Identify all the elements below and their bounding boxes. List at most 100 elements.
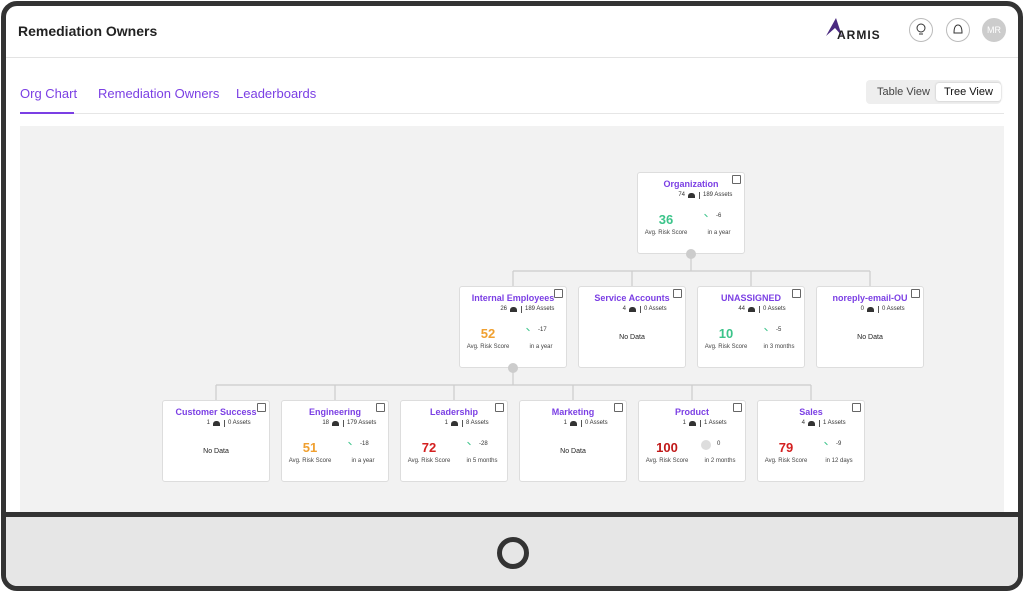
node-name: Internal Employees: [471, 293, 555, 303]
change-period: in a year: [351, 458, 375, 464]
user-icon: [570, 421, 577, 426]
org-node[interactable]: Leadership 1 8 Assets 72 Avg. Risk Score -28 i…: [400, 400, 508, 482]
view-option[interactable]: Tree View: [936, 83, 1001, 101]
asset-count: 1 Assets: [704, 420, 727, 426]
org-node[interactable]: UNASSIGNED 44 0 Assets 10 Avg. Risk Score -5 i…: [697, 286, 805, 368]
user-count: 0: [860, 306, 864, 312]
user-icon: [451, 421, 458, 426]
score-label: Avg. Risk Score: [466, 344, 510, 350]
asset-count: 0 Assets: [882, 306, 905, 312]
asset-count: 0 Assets: [644, 306, 667, 312]
user-icon: [867, 307, 874, 312]
user-icon: [629, 307, 636, 312]
change-period: in 12 days: [825, 458, 853, 464]
risk-score: 36: [658, 212, 674, 227]
user-count: 1: [682, 420, 686, 426]
trend-flat: [701, 440, 711, 450]
asset-count: 0 Assets: [763, 306, 786, 312]
score-label: Avg. Risk Score: [704, 344, 748, 350]
asset-count: 0 Assets: [228, 420, 251, 426]
org-node[interactable]: Marketing 1 0 Assets No Data: [519, 400, 627, 482]
sep: [878, 306, 879, 313]
view-option[interactable]: Table View: [877, 86, 930, 98]
user-icon: [689, 421, 696, 426]
tab[interactable]: Remediation Owners: [98, 86, 220, 101]
org-node[interactable]: Customer Success 1 0 Assets No Data: [162, 400, 270, 482]
score-label: Avg. Risk Score: [645, 458, 689, 464]
connectors: [215, 254, 871, 400]
sep: [343, 420, 344, 427]
open-icon: [852, 403, 861, 412]
score-label: Avg. Risk Score: [644, 230, 688, 236]
asset-count: 189 Assets: [703, 192, 733, 198]
no-data: No Data: [203, 448, 229, 455]
risk-change: -28: [479, 441, 488, 447]
asset-count: 0 Assets: [585, 420, 608, 426]
node-name: Organization: [663, 179, 719, 189]
trend-down: [704, 213, 708, 218]
sep: [759, 306, 760, 313]
risk-score: 79: [778, 440, 794, 455]
tab[interactable]: Org Chart: [20, 86, 78, 101]
change-period: in 5 months: [466, 458, 498, 464]
sep: [224, 420, 225, 427]
notifications-button[interactable]: [946, 18, 970, 42]
node-name: Marketing: [551, 407, 595, 417]
risk-score: 10: [718, 326, 734, 341]
user-count: 1: [206, 420, 210, 426]
node-name: Leadership: [429, 407, 478, 417]
org-node[interactable]: Product 1 1 Assets 100 Avg. Risk Score 0 in 2 …: [638, 400, 746, 482]
no-data: No Data: [619, 334, 645, 341]
sep: [700, 420, 701, 427]
asset-count: 1 Assets: [823, 420, 846, 426]
user-count: 74: [678, 192, 685, 198]
asset-count: 8 Assets: [466, 420, 489, 426]
tab[interactable]: Leaderboards: [236, 86, 317, 101]
risk-change: -5: [776, 327, 782, 333]
org-node[interactable]: Organization 74 189 Assets 36 Avg. Risk Scor…: [637, 172, 745, 254]
user-icon: [213, 421, 220, 426]
open-icon: [554, 289, 563, 298]
idea-button[interactable]: [909, 18, 933, 42]
user-count: 18: [322, 420, 329, 426]
open-icon: [257, 403, 266, 412]
header: Remediation Owners ARMIS MR: [6, 6, 1018, 58]
user-count: 44: [738, 306, 745, 312]
org-node[interactable]: Service Accounts 4 0 Assets No Data: [578, 286, 686, 368]
collapse-button[interactable]: [686, 249, 696, 259]
risk-change: -18: [360, 441, 369, 447]
open-icon: [911, 289, 920, 298]
sep: [699, 192, 700, 199]
org-node[interactable]: Engineering 18 179 Assets 51 Avg. Risk Score…: [281, 400, 389, 482]
collapse-button[interactable]: [508, 363, 518, 373]
node-name: noreply-email-OU: [832, 293, 908, 303]
open-icon: [792, 289, 801, 298]
risk-change: -9: [836, 441, 842, 447]
org-node[interactable]: Internal Employees 26 189 Assets 52 Avg. Ris…: [459, 286, 567, 368]
risk-score: 52: [480, 326, 496, 341]
avatar[interactable]: MR: [982, 18, 1006, 42]
node-name: Product: [674, 407, 709, 417]
change-period: in a year: [707, 230, 731, 236]
power-button[interactable]: [497, 537, 529, 569]
change-period: in 2 months: [704, 458, 736, 464]
no-data: No Data: [560, 448, 586, 455]
risk-score: 100: [656, 440, 678, 455]
open-icon: [495, 403, 504, 412]
logo: ARMIS: [837, 28, 881, 42]
asset-count: 179 Assets: [347, 420, 377, 426]
open-icon: [733, 403, 742, 412]
node-name: Service Accounts: [594, 293, 670, 303]
risk-change: 0: [717, 441, 721, 447]
org-node[interactable]: noreply-email-OU 0 0 Assets No Data: [816, 286, 924, 368]
org-chart: Customer Success 1 0 Assets No Data Engineer…: [20, 126, 1004, 516]
asset-count: 189 Assets: [525, 306, 555, 312]
user-icon: [748, 307, 755, 312]
user-count: 26: [500, 306, 507, 312]
org-node[interactable]: Sales 4 1 Assets 79 Avg. Risk Score -9 in 12 d…: [757, 400, 865, 482]
user-icon: [688, 193, 695, 198]
user-icon: [808, 421, 815, 426]
open-icon: [376, 403, 385, 412]
trend-down: [824, 441, 828, 446]
